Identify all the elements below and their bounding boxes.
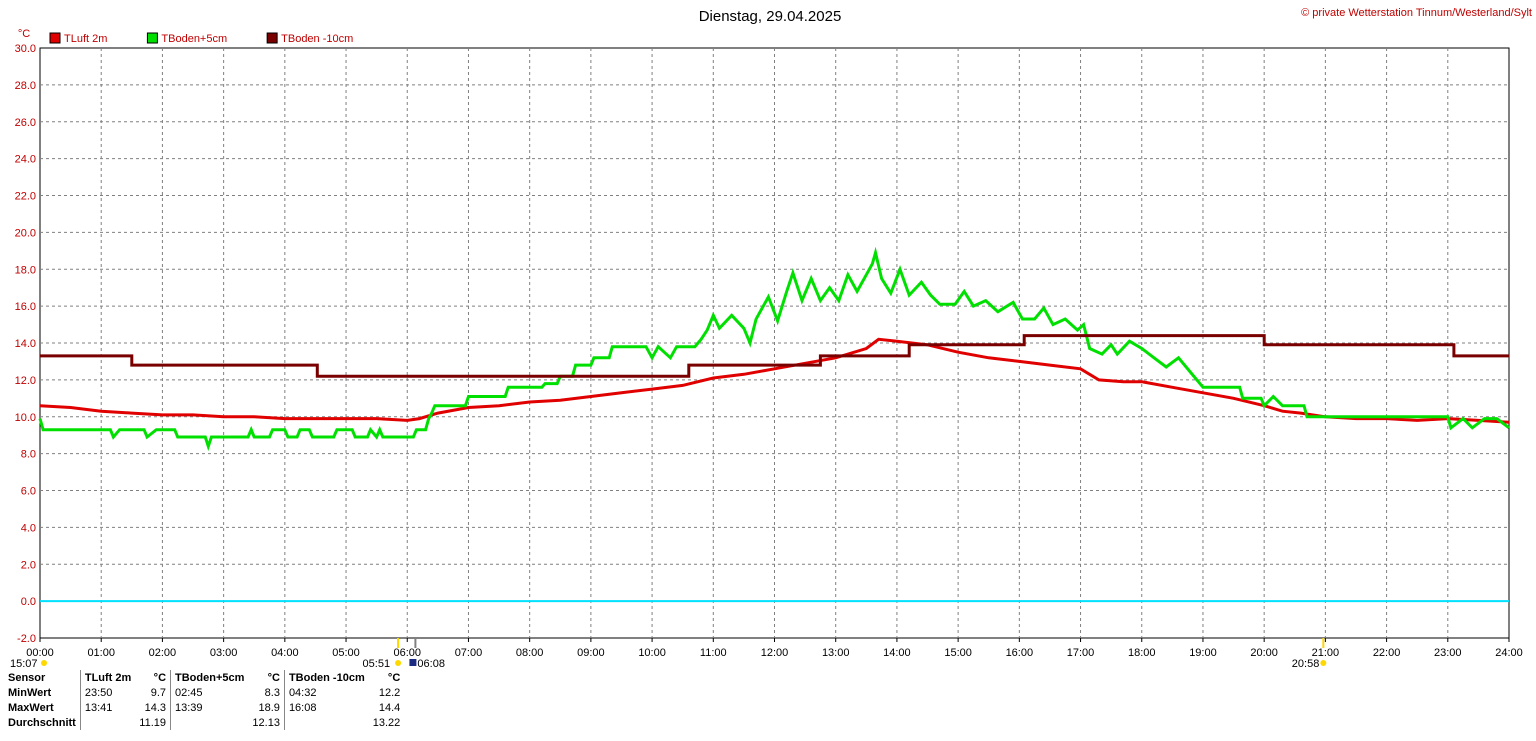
y-tick-label: 0.0 [21, 596, 36, 608]
x-tick-label: 13:00 [822, 647, 850, 659]
sunset-time: 20:58 [1292, 658, 1320, 670]
stats-max-time: 16:08 [283, 700, 369, 715]
dawn-icon [409, 659, 417, 666]
x-tick-label: 00:00 [26, 647, 54, 659]
stats-sensor-name: TLuft 2m [79, 670, 136, 685]
y-tick-label: 30.0 [15, 43, 36, 55]
stats-unit: °C [387, 671, 401, 684]
x-tick-label: 22:00 [1373, 647, 1401, 659]
stats-row-max: MaxWert [8, 701, 54, 714]
x-tick-label: 14:00 [883, 647, 911, 659]
x-tick-label: 08:00 [516, 647, 544, 659]
x-tick-label: 09:00 [577, 647, 605, 659]
x-tick-label: 06:00 [393, 647, 421, 659]
x-tick-label: 24:00 [1495, 647, 1523, 659]
x-tick-label: 11:00 [700, 647, 727, 659]
x-tick-label: 10:00 [638, 647, 666, 659]
y-tick-label: 14.0 [15, 338, 36, 350]
y-tick-label: 22.0 [15, 191, 36, 203]
day-length: 15:07 [10, 658, 38, 670]
legend-swatch [266, 32, 278, 44]
sunrise-icon [395, 660, 402, 666]
y-tick-label: 10.0 [15, 412, 36, 424]
x-tick-label: 05:00 [332, 647, 360, 659]
y-tick-label: 4.0 [21, 522, 36, 534]
series-line [40, 334, 1509, 378]
x-tick-label: 19:00 [1189, 647, 1217, 659]
series-line [39, 337, 1510, 424]
y-tick-label: 28.0 [15, 80, 36, 92]
stats-row-avg: Durchschnitt [8, 716, 76, 729]
legend-label: TBoden -10cm [281, 33, 353, 45]
stats-min-time: 04:32 [283, 685, 369, 700]
x-tick-label: 15:00 [944, 647, 972, 659]
stats-max-value: 14.3 [144, 701, 167, 714]
y-tick-label: 26.0 [15, 117, 36, 129]
stats-avg-value: 12.13 [252, 716, 280, 729]
stats-empty-cell [283, 715, 369, 730]
x-tick-label: 07:00 [455, 647, 483, 659]
y-tick-label: 2.0 [21, 559, 36, 571]
y-tick-label: -2.0 [17, 633, 36, 645]
copyright-text: © private Wetterstation Tinnum/Westerlan… [1301, 7, 1532, 19]
stats-max-value: 18.9 [258, 701, 280, 714]
chart-title: Dienstag, 29.04.2025 [699, 8, 842, 25]
legend-swatch [146, 32, 158, 44]
y-tick-label: 8.0 [21, 449, 36, 461]
stats-min-value: 12.2 [378, 686, 401, 699]
stats-avg-value: 13.22 [372, 716, 401, 729]
dawn-time: 06:08 [417, 658, 445, 670]
stats-min-value: 9.7 [150, 686, 167, 699]
stats-unit: °C [153, 671, 167, 684]
x-tick-label: 02:00 [149, 647, 177, 659]
y-tick-label: 18.0 [15, 264, 36, 276]
y-tick-label: 16.0 [15, 301, 36, 313]
y-tick-label: 24.0 [15, 154, 36, 166]
stats-row-min: MinWert [8, 686, 52, 699]
stats-empty-cell [170, 715, 249, 730]
x-tick-label: 03:00 [210, 647, 238, 659]
x-tick-label: 17:00 [1067, 647, 1095, 659]
stats-min-value: 8.3 [264, 686, 280, 699]
y-tick-label: 20.0 [15, 227, 36, 239]
stats-max-time: 13:39 [170, 700, 249, 715]
x-tick-label: 21:00 [1312, 647, 1340, 659]
stats-max-value: 14.4 [378, 701, 401, 714]
x-tick-label: 12:00 [761, 647, 789, 659]
stats-sensor-name: TBoden -10cm [283, 670, 369, 685]
stats-sensor-name: TBoden+5cm [170, 670, 249, 685]
x-tick-label: 20:00 [1250, 647, 1278, 659]
day-length-icon [41, 660, 47, 666]
x-tick-label: 16:00 [1006, 647, 1034, 659]
sunrise-time: 05:51 [363, 658, 391, 670]
legend-label: TLuft 2m [64, 33, 107, 45]
x-tick-label: 01:00 [87, 647, 115, 659]
stats-empty-cell [79, 715, 136, 730]
y-tick-label: 12.0 [15, 375, 36, 387]
y-unit-label: °C [18, 28, 30, 40]
y-tick-label: 6.0 [21, 486, 36, 498]
stats-min-time: 23:50 [79, 685, 136, 700]
statistics-table: Sensor TLuft 2m °C TBoden+5cm °C TBoden … [4, 670, 404, 730]
stats-header-sensor: Sensor [8, 671, 46, 684]
series-line [38, 246, 1510, 452]
stats-max-time: 13:41 [79, 700, 136, 715]
sunset-icon [1320, 660, 1327, 666]
legend-label: TBoden+5cm [161, 33, 227, 45]
stats-unit: °C [267, 671, 280, 684]
x-tick-label: 04:00 [271, 647, 299, 659]
x-tick-label: 18:00 [1128, 647, 1156, 659]
legend-swatch [49, 32, 61, 44]
stats-min-time: 02:45 [170, 685, 249, 700]
x-tick-label: 23:00 [1434, 647, 1462, 659]
stats-avg-value: 11.19 [139, 716, 167, 729]
